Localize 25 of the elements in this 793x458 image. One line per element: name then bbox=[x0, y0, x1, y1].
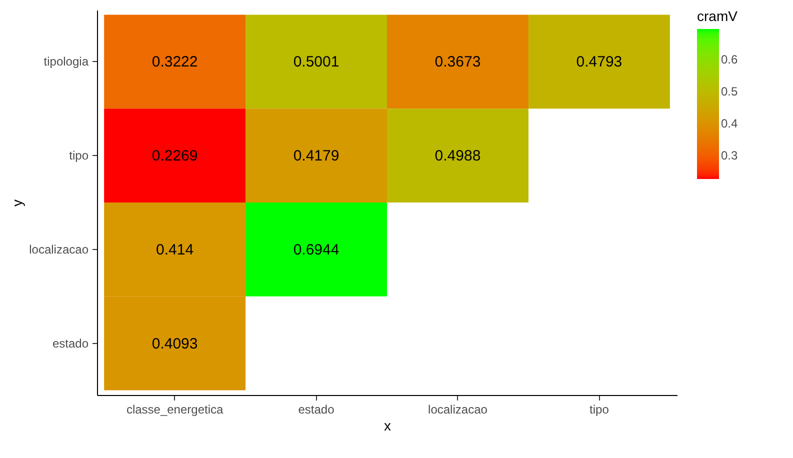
data-label: 0.4793 bbox=[576, 54, 622, 71]
x-tick-label: estado bbox=[298, 402, 335, 416]
color-bar-label: 0.6 bbox=[721, 52, 738, 66]
color-bar-title: cramV bbox=[697, 8, 738, 24]
data-label: 0.414 bbox=[156, 241, 194, 258]
color-bar-label: 0.3 bbox=[721, 148, 738, 163]
data-label: 0.6944 bbox=[293, 241, 340, 258]
y-tick-label: tipologia bbox=[44, 54, 89, 69]
x-tick-label: classe_energetica bbox=[126, 402, 224, 416]
color-bar-label: 0.5 bbox=[721, 84, 738, 98]
data-label: 0.2269 bbox=[152, 148, 198, 165]
data-label: 0.4988 bbox=[434, 148, 481, 165]
y-tick-label: estado bbox=[52, 336, 89, 350]
data-label: 0.4093 bbox=[152, 335, 198, 352]
x-tick-label: tipo bbox=[590, 402, 610, 416]
data-label: 0.3673 bbox=[434, 54, 481, 71]
x-tick-label: localizacao bbox=[428, 402, 488, 416]
y-tick-label: tipo bbox=[69, 148, 89, 163]
color-bar-label: 0.4 bbox=[721, 116, 738, 130]
data-label: 0.3222 bbox=[152, 54, 198, 71]
data-label: 0.4179 bbox=[293, 148, 340, 165]
x-axis-title: x bbox=[384, 418, 391, 434]
y-axis-title: y bbox=[9, 200, 26, 206]
y-tick-label: localizacao bbox=[29, 242, 89, 256]
data-label: 0.5001 bbox=[293, 54, 340, 71]
